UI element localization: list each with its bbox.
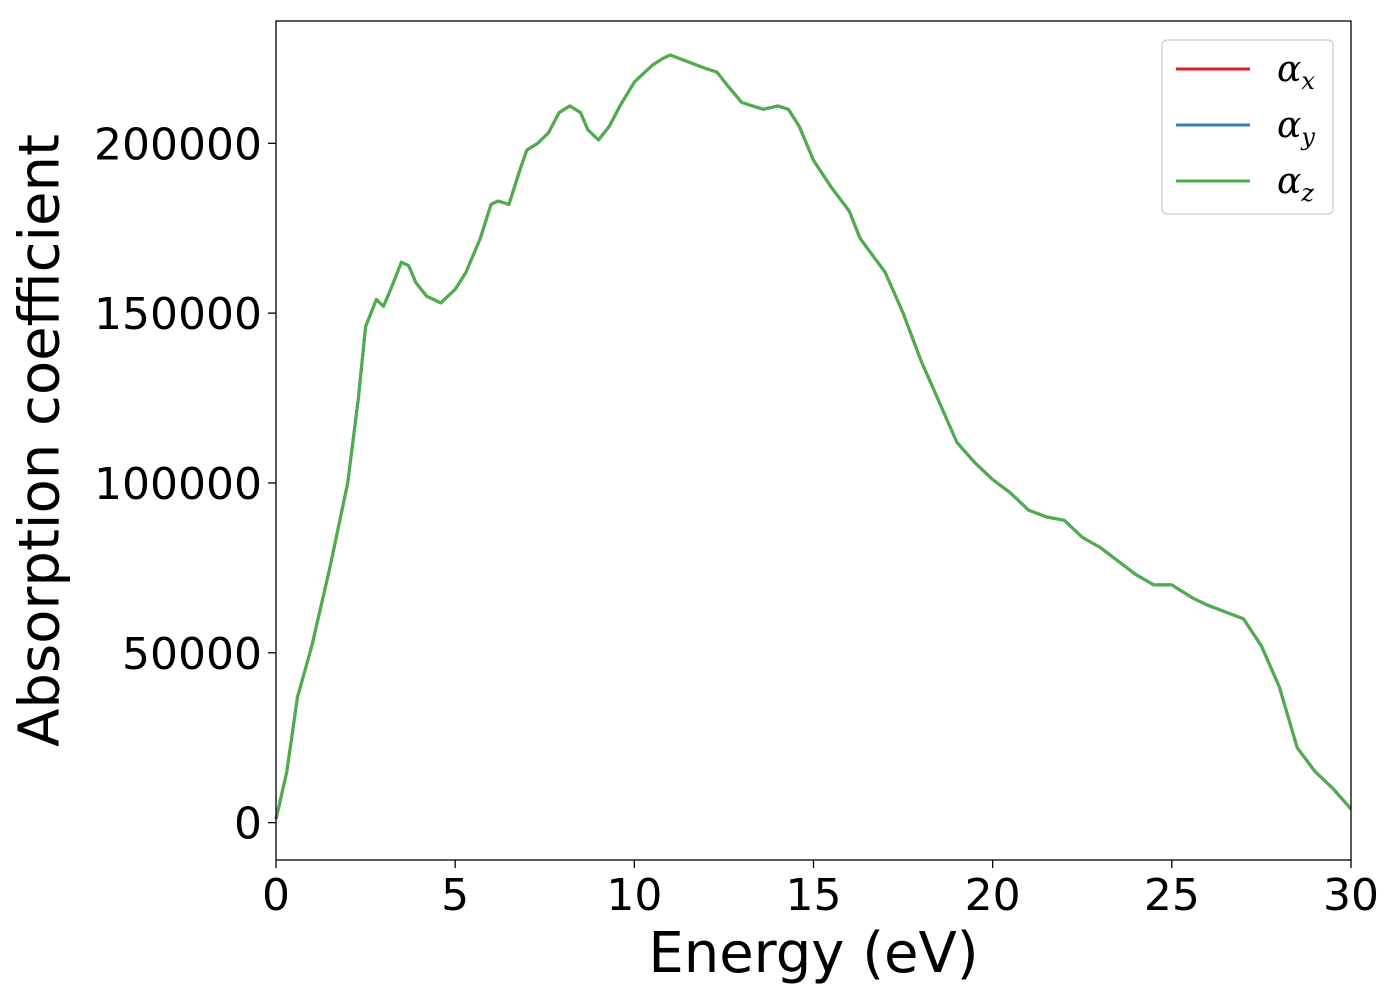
y-tick-label: 0 xyxy=(234,799,262,850)
legend-box xyxy=(1161,39,1334,215)
x-tick-label: 20 xyxy=(965,870,1021,921)
y-tick-label: 150000 xyxy=(94,289,262,340)
y-axis-ticks: 0 50000 100000 150000 200000 xyxy=(94,119,276,850)
legend-label-y: αy xyxy=(1277,105,1315,151)
y-axis-title: Absorption coefficient xyxy=(8,134,73,747)
x-tick-label: 25 xyxy=(1144,870,1200,921)
x-tick-label: 5 xyxy=(441,870,469,921)
series-line-z xyxy=(274,53,1353,820)
x-tick-label: 0 xyxy=(262,870,290,921)
y-tick-label: 100000 xyxy=(94,459,262,510)
y-tick-label: 200000 xyxy=(94,119,262,170)
legend-label-x: αx xyxy=(1277,49,1315,95)
x-tick-label: 15 xyxy=(786,870,842,921)
x-tick-label: 10 xyxy=(606,870,662,921)
x-axis-title: Energy (eV) xyxy=(648,921,978,986)
x-tick-label: 30 xyxy=(1323,870,1379,921)
y-tick-label: 50000 xyxy=(122,629,262,680)
x-axis-ticks: 0 5 10 15 20 25 30 xyxy=(262,860,1379,921)
